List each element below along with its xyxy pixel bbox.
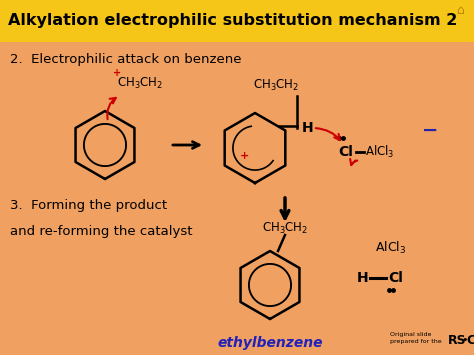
Text: 2.  Electrophilic attack on benzene: 2. Electrophilic attack on benzene — [10, 54, 241, 66]
Text: Cl: Cl — [388, 271, 403, 285]
Text: +: + — [240, 151, 250, 161]
Text: ethylbenzene: ethylbenzene — [217, 336, 323, 350]
Bar — [0, 0, 474, 42]
Text: $\mathregular{AlCl_3}$: $\mathregular{AlCl_3}$ — [375, 240, 406, 256]
Text: H: H — [356, 271, 368, 285]
Text: Cl: Cl — [338, 145, 353, 159]
Text: $\mathregular{CH_3CH_2}$: $\mathregular{CH_3CH_2}$ — [262, 220, 309, 236]
Text: RS: RS — [448, 333, 466, 346]
Text: 3.  Forming the product: 3. Forming the product — [10, 198, 167, 212]
Text: •: • — [461, 335, 467, 345]
Text: C: C — [466, 333, 474, 346]
Text: $\mathregular{AlCl_3}$: $\mathregular{AlCl_3}$ — [365, 144, 394, 160]
Text: $\mathregular{CH_3CH_2}$: $\mathregular{CH_3CH_2}$ — [253, 77, 300, 93]
Text: Original slide
prepared for the: Original slide prepared for the — [390, 332, 442, 344]
Text: ⌂: ⌂ — [456, 4, 464, 16]
Text: and re-forming the catalyst: and re-forming the catalyst — [10, 225, 192, 239]
Text: $\mathregular{CH_3CH_2}$: $\mathregular{CH_3CH_2}$ — [117, 76, 164, 91]
Text: H: H — [302, 121, 314, 135]
Text: Alkylation electrophilic substitution mechanism 2: Alkylation electrophilic substitution me… — [8, 13, 457, 28]
Text: −: − — [422, 120, 438, 140]
Text: +: + — [113, 68, 121, 78]
